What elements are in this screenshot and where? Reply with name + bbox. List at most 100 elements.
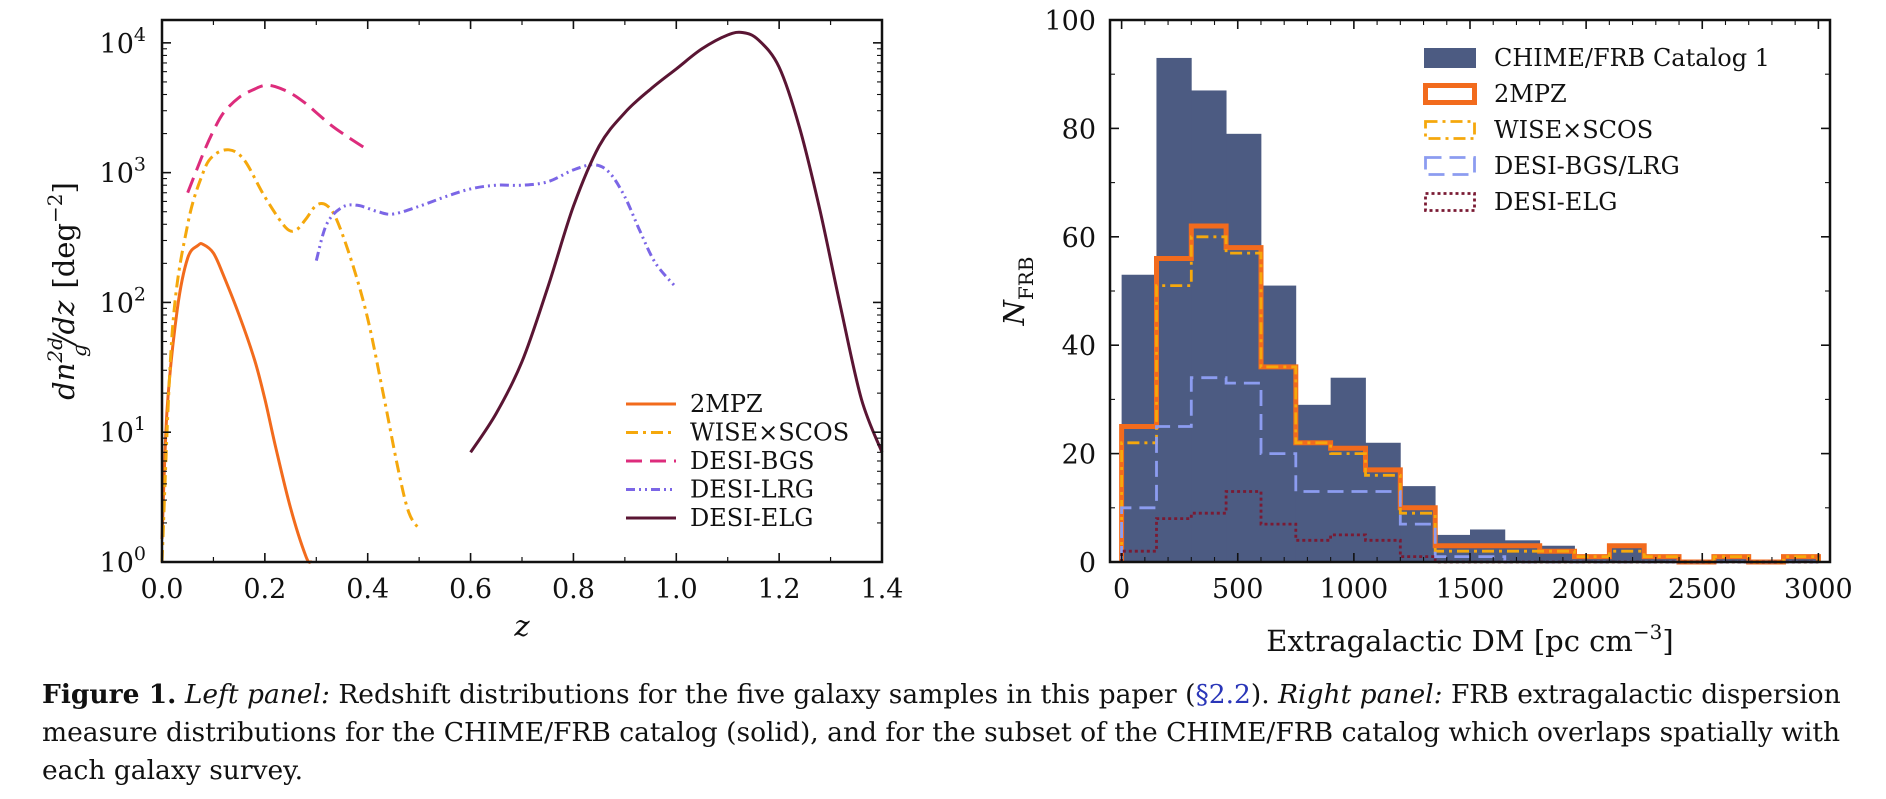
ylabel-part: /dz [47,300,81,347]
right-bar-chime-frb-catalog-1 [1644,556,1680,562]
right-x-tick-label: 1000 [1320,574,1389,605]
ylabel-n: N [997,299,1031,327]
left-y-axis-label: dn2dg/dz [deg−2] [43,182,91,400]
xlabel-exp: −3 [1633,620,1662,644]
left-legend-label-desi-elg: DESI-ELG [690,504,813,532]
left-y-tick-exponent: 4 [134,24,146,46]
caption-right-panel-label: Right panel: [1278,679,1443,710]
right-bar-chime-frb-catalog-1 [1539,545,1575,562]
left-series-line-2mpz [160,242,313,564]
left-series-line-desi-elg [469,30,884,454]
right-y-tick-label: 60 [1062,223,1096,254]
caption-left-text-a: Redshift distributions for the five gala… [338,679,1196,710]
right-legend-label-chime-frb-catalog-1: CHIME/FRB Catalog 1 [1494,44,1770,72]
right-histogram-bars [1121,57,1819,563]
ylabel-sub: FRB [1014,256,1038,300]
right-y-tick-label: 20 [1062,440,1096,471]
ylabel-sup: 2d [43,337,67,364]
caption-figure-label: Figure 1. [42,679,177,710]
right-bar-chime-frb-catalog-1 [1574,556,1610,562]
right-legend-swatch-wise-scos [1424,120,1476,140]
right-x-tick-label: 3000 [1784,574,1853,605]
left-x-tick-label: 1.0 [655,574,698,605]
right-legend-label-desi-bgs-lrg: DESI-BGS/LRG [1494,152,1680,180]
right-y-axis-label-text: NFRB [997,256,1038,326]
right-bar-chime-frb-catalog-1 [1226,133,1262,562]
caption-right-text: FRB extragalactic dispersion measure dis… [42,679,1841,786]
xlabel-close: ] [1662,624,1673,658]
left-y-tick-label: 102 [100,283,146,319]
right-legend-swatch-chime-frb-catalog-1 [1424,48,1476,68]
right-legend-label-wise-scos: WISE×SCOS [1494,116,1653,144]
right-bar-chime-frb-catalog-1 [1191,90,1227,563]
left-y-tick-exponent: 3 [134,154,146,176]
ylabel-sub: g [67,344,91,357]
right-y-tick-label: 80 [1062,114,1096,145]
ylabel-unit-close: ] [47,182,81,193]
right-x-axis-label: Extragalactic DM [pc cm−3] [1266,620,1673,658]
right-axis-ticks: 0 500 1000 1500 2000 2500 3000 0 20 40 60 80 100 [1044,6,1852,605]
right-x-tick-label: 2000 [1552,574,1621,605]
right-legend-label-2mpz: 2MPZ [1494,80,1567,108]
right-bar-chime-frb-catalog-1 [1783,556,1819,562]
left-legend-label-2mpz: 2MPZ [690,390,763,418]
left-y-tick-exponent: 2 [134,283,146,305]
left-panel-redshift-chart: 0.0 0.2 0.4 0.6 0.8 1.0 1.2 1.4100101102103104 … [43,18,904,643]
right-y-tick-label: 100 [1044,6,1096,37]
left-legend-label-wise-scos: WISE×SCOS [690,419,849,447]
left-x-tick-label: 0.6 [449,574,492,605]
right-bar-chime-frb-catalog-1 [1295,404,1332,562]
ylabel-part: dn [47,363,81,400]
left-series-line-desi-lrg [314,163,678,289]
left-series-line-wise-scos [160,148,421,563]
right-step-line-wise-scos [1120,235,1820,564]
caption-section-link[interactable]: §2.2 [1195,679,1251,710]
left-y-tick-label: 103 [100,154,146,190]
caption-left-panel-label: Left panel: [184,679,330,710]
left-x-tick-label: 1.4 [861,574,904,605]
right-x-tick-label: 0 [1113,574,1130,605]
right-bar-chime-frb-catalog-1 [1609,545,1645,562]
figure-caption: Figure 1. Left panel: Redshift distribut… [42,676,1852,790]
caption-left-text-b: ). [1250,679,1270,710]
right-y-tick-label: 40 [1062,331,1096,362]
left-x-tick-label: 0.4 [346,574,389,605]
left-x-tick-label: 1.2 [758,574,801,605]
left-series-lines [160,30,884,564]
right-legend-label-desi-elg: DESI-ELG [1494,188,1617,216]
left-y-tick-label: 100 [100,543,146,579]
left-x-tick-label: 0.8 [552,574,595,605]
right-legend-swatch-desi-bgs-lrg [1424,156,1476,176]
right-x-tick-label: 1500 [1436,574,1505,605]
right-panel-dm-histogram: 0 500 1000 1500 2000 2500 3000 0 20 40 60 80 100 Ext… [997,6,1853,658]
left-x-axis-label: z [513,609,530,643]
left-legend-label-desi-bgs: DESI-BGS [690,447,815,475]
right-bar-chime-frb-catalog-1 [1365,442,1401,562]
right-legend-swatch-2mpz [1423,83,1477,105]
right-y-tick-label: 0 [1079,548,1096,579]
right-x-tick-label: 500 [1212,574,1264,605]
right-bar-chime-frb-catalog-1 [1121,274,1157,562]
right-legend: CHIME/FRB Catalog 1 2MPZ WISE×SCOS DESI-BGS… [1423,44,1770,216]
right-legend-swatch-desi-elg [1424,192,1476,212]
left-y-tick-label: 101 [100,413,146,449]
xlabel-part: Extragalactic DM [pc cm [1266,624,1633,658]
right-x-tick-label: 2500 [1668,574,1737,605]
left-series-line-desi-bgs [186,83,369,194]
left-y-tick-label: 104 [100,24,146,60]
left-x-tick-label: 0.0 [141,574,184,605]
right-bar-chime-frb-catalog-1 [1330,377,1366,562]
right-bar-chime-frb-catalog-1 [1156,57,1192,562]
left-legend-label-desi-lrg: DESI-LRG [690,476,814,504]
left-y-tick-exponent: 1 [134,413,146,435]
left-x-tick-label: 0.2 [243,574,286,605]
ylabel-unit-exp: −2 [43,194,67,223]
right-bar-chime-frb-catalog-1 [1260,285,1297,562]
right-y-axis-label: NFRB [997,256,1038,326]
left-y-tick-exponent: 0 [134,543,146,565]
ylabel-unit: [deg [47,223,81,289]
left-y-axis-label-text: dn2dg/dz [deg−2] [43,182,91,400]
right-bar-chime-frb-catalog-1 [1713,556,1750,562]
